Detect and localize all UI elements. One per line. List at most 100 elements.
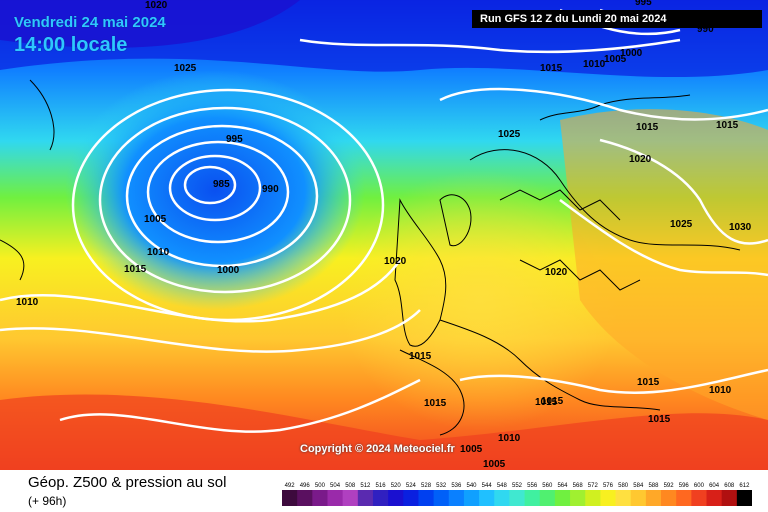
scale-label: 588: [648, 483, 659, 489]
scale-swatch: [661, 490, 677, 506]
isobar-label: 1015: [636, 122, 659, 133]
scale-label: 564: [557, 483, 568, 489]
model-run-label: Run GFS 12 Z du Lundi 20 mai 2024: [472, 10, 762, 28]
isobar-label: 1025: [498, 129, 521, 140]
isobar-label: 1005: [460, 444, 483, 455]
scale-label: 512: [360, 483, 371, 489]
isobar-label: 1015: [124, 264, 147, 275]
isobar-label: 1015: [541, 396, 564, 407]
scale-swatch: [736, 490, 752, 506]
scale-label: 584: [633, 483, 644, 489]
scale-label: 520: [391, 483, 402, 489]
forecast-time: 14:00 locale: [14, 34, 128, 56]
scale-swatch: [554, 490, 571, 506]
scale-swatch: [372, 490, 389, 506]
isobar-label: 1015: [424, 398, 447, 409]
scale-label: 524: [406, 483, 417, 489]
scale-label: 492: [285, 483, 296, 489]
map-canvas: 1025 1020 995 990 985 1005 1010 1015 100…: [0, 0, 768, 470]
forecast-lead-time: (+ 96h): [28, 494, 67, 508]
scale-label: 592: [664, 483, 675, 489]
isobar-label: 1025: [174, 63, 197, 74]
scale-swatch: [524, 490, 541, 506]
scale-swatch: [479, 490, 495, 506]
scale-swatch: [463, 490, 480, 506]
scale-label: 500: [315, 483, 326, 489]
scale-swatch: [630, 490, 647, 506]
scale-swatch: [645, 490, 662, 506]
isobar-label: 1025: [670, 219, 693, 230]
isobar-label: 1015: [535, 397, 558, 408]
scale-label: 560: [542, 483, 553, 489]
isobar-label: 1030: [729, 222, 752, 233]
scale-swatch: [706, 490, 723, 506]
scale-label: 572: [588, 483, 599, 489]
isobar-label: 1015: [716, 120, 739, 131]
scale-label: 604: [709, 483, 720, 489]
isobar-label: 1015: [637, 377, 660, 388]
scale-swatch: [403, 490, 419, 506]
scale-swatch: [600, 490, 617, 506]
color-scale-bar: [282, 490, 752, 506]
scale-swatch: [418, 490, 435, 506]
scale-swatch: [327, 490, 344, 506]
isobar-label: 1015: [648, 414, 671, 425]
scale-swatch: [721, 490, 738, 506]
scale-label: 548: [497, 483, 508, 489]
hot-south: [0, 394, 768, 470]
isobar-label: 1005: [144, 214, 167, 225]
scale-swatch: [388, 490, 404, 506]
deep-blue-north: [0, 0, 300, 48]
isobar-label: 1010: [709, 385, 732, 396]
scale-label: 536: [451, 483, 462, 489]
scale-swatch: [342, 490, 359, 506]
low-pressure-core: [65, 70, 365, 310]
scale-label: 540: [467, 483, 478, 489]
scale-swatch: [539, 490, 556, 506]
scale-swatch: [691, 490, 708, 506]
isobar-label: 1010: [147, 247, 170, 258]
scale-swatch: [433, 490, 450, 506]
scale-label: 596: [679, 483, 690, 489]
scale-swatch: [509, 490, 526, 506]
isobar-label: 1020: [145, 0, 168, 11]
isobar-label: 1005: [483, 459, 506, 470]
scale-swatch: [615, 490, 632, 506]
isobar-label: 1020: [384, 256, 407, 267]
scale-label: 612: [739, 483, 750, 489]
isobar-label: 1005: [604, 54, 627, 65]
scale-label: 608: [724, 483, 735, 489]
scale-label: 504: [330, 483, 341, 489]
scale-label: 532: [436, 483, 447, 489]
isobar-labels: 1025 1020 995 990 985 1005 1010 1015 100…: [16, 0, 752, 470]
isobar-label: 1010: [583, 59, 606, 70]
coastlines: [0, 79, 741, 436]
isobar-label: 1000: [217, 265, 240, 276]
map-parameter-title: Géop. Z500 & pression au sol: [28, 474, 227, 491]
isobar-label: 995: [635, 0, 652, 8]
copyright-notice: Copyright © 2024 Meteociel.fr: [300, 443, 455, 455]
isobar-label: 1020: [545, 267, 568, 278]
warm-ridge: [340, 170, 620, 430]
scale-swatch: [282, 490, 298, 506]
scale-label: 544: [482, 483, 493, 489]
scale-swatch: [448, 490, 465, 506]
isobar-label: 990: [262, 184, 279, 195]
scale-label: 600: [694, 483, 705, 489]
scale-swatch: [676, 490, 692, 506]
scale-label: 552: [512, 483, 523, 489]
isobar-label: 1010: [16, 297, 39, 308]
forecast-date: Vendredi 24 mai 2024: [14, 14, 166, 31]
scale-swatch: [585, 490, 601, 506]
isobar-label: 995: [226, 134, 243, 145]
scale-label: 580: [618, 483, 629, 489]
scale-swatch: [357, 490, 374, 506]
scale-label: 568: [573, 483, 584, 489]
scale-swatch: [494, 490, 510, 506]
scale-label: 528: [421, 483, 432, 489]
scale-swatch: [570, 490, 586, 506]
isobar-label: 1020: [629, 154, 652, 165]
isobar-label: 1000: [620, 48, 643, 59]
scale-swatch: [312, 490, 328, 506]
